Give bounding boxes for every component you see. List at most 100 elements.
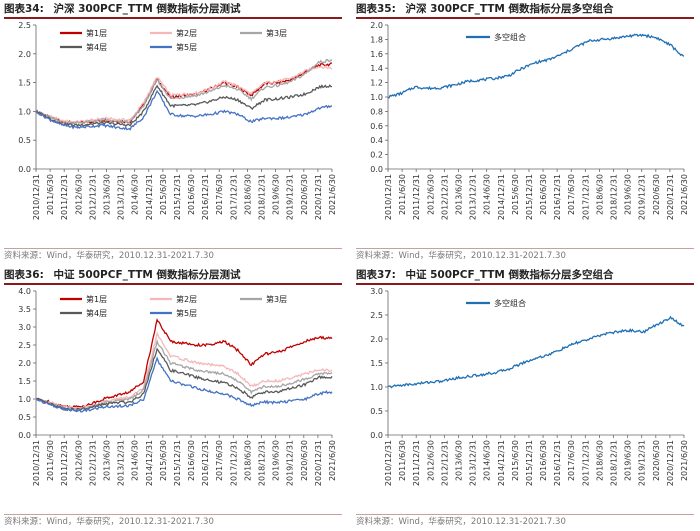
x-tick-label: 2020/12/31 [314,174,323,220]
legend-label: 第5层 [176,42,197,52]
x-tick-label: 2013/6/30 [454,440,463,481]
x-tick-label: 2014/12/31 [497,174,506,220]
x-tick-label: 2017/6/30 [567,174,576,215]
y-tick-label: 0.4 [370,136,383,145]
legend-label: 第4层 [86,308,107,318]
series-line [35,347,333,412]
x-tick-label: 2012/12/31 [88,174,97,220]
y-tick-label: 1.4 [370,64,383,73]
chart-title-34: 图表34: 沪深 300PCF_TTM 倒数指标分层测试 [4,0,342,20]
x-tick-label: 2014/6/30 [483,174,492,215]
y-tick-label: 1.8 [370,35,383,44]
source-rule [4,514,342,515]
x-tick-label: 2013/6/30 [102,174,111,215]
legend-label: 多空组合 [494,298,526,308]
x-tick-label: 2016/6/30 [187,440,196,481]
x-tick-label: 2012/12/31 [440,174,449,220]
chart-panel-35: 图表35: 沪深 300PCF_TTM 倒数指标分层多空组合 0.0 0.2 0.4… [356,0,694,262]
legend-label: 第3层 [266,28,287,38]
x-tick-label: 2021/6/30 [328,174,337,215]
title-rule [4,283,342,285]
source-note: 资料来源：Wind，华泰研究，2010.12.31-2021.7.30 [356,517,566,527]
chart-svg-37: 0.0 0.5 1.0 1.5 2.0 2.5 3.0 2010/12/31 2011/6/30… [370,287,689,486]
x-tick-label: 2017/12/31 [229,440,238,486]
x-tick-label: 2020/6/30 [652,174,661,215]
x-tick-label: 2016/12/31 [201,440,210,486]
chart-title-37: 图表37: 中证 500PCF_TTM 倒数指标分层多空组合 [356,266,694,286]
x-tick-label: 2010/12/31 [384,174,393,220]
source-note: 资料来源：Wind，华泰研究，2010.12.31-2021.7.30 [4,517,214,527]
chart-svg-35: 0.0 0.2 0.4 0.6 0.8 1.0 1.2 1.4 1.6 1.8 2.0 2010/12… [370,21,689,220]
x-tick-label: 2017/6/30 [215,174,224,215]
x-tick-label: 2019/6/30 [624,440,633,481]
x-tick-label: 2018/12/31 [258,174,267,220]
y-tick-label: 1.6 [370,50,383,59]
series-line [387,33,685,99]
y-tick-label: 0.0 [18,165,31,174]
x-tick-label: 2014/12/31 [145,440,154,486]
series-line [35,318,333,409]
y-tick-label: 1.0 [370,383,383,392]
x-tick-label: 2015/12/31 [173,440,182,486]
legend-label: 第1层 [86,28,107,38]
x-tick-label: 2013/12/31 [117,174,126,220]
x-tick-label: 2018/12/31 [258,440,267,486]
x-tick-label: 2017/12/31 [229,174,238,220]
chart-number: 图表35: [356,3,396,15]
chart-number: 图表36: [4,269,44,281]
x-tick-label: 2021/6/30 [680,174,689,215]
x-tick-label: 2016/6/30 [539,174,548,215]
x-tick-label: 2017/12/31 [581,174,590,220]
x-tick-label: 2013/12/31 [117,440,126,486]
x-tick-label: 2012/6/30 [426,440,435,481]
x-tick-label: 2017/6/30 [567,440,576,481]
x-tick-label: 2014/12/31 [145,174,154,220]
y-tick-label: 2.5 [370,311,383,320]
x-tick-label: 2020/6/30 [652,440,661,481]
x-tick-label: 2010/12/31 [32,174,41,220]
series-line [35,84,333,128]
y-tick-label: 3.0 [18,323,31,332]
source-note: 资料来源：Wind，华泰研究，2010.12.31-2021.7.30 [4,251,214,261]
y-tick-label: 2.0 [18,359,31,368]
x-tick-label: 2018/12/31 [610,440,619,486]
x-tick-label: 2011/6/30 [46,174,55,215]
x-tick-label: 2017/12/31 [581,440,590,486]
x-tick-label: 2011/6/30 [398,440,407,481]
x-tick-label: 2010/12/31 [32,440,41,486]
x-tick-label: 2016/12/31 [553,440,562,486]
x-tick-label: 2019/12/31 [286,174,295,220]
legend-label: 第3层 [266,294,287,304]
x-tick-label: 2020/12/31 [666,440,675,486]
y-tick-label: 1.0 [370,93,383,102]
chart-title-text: 沪深 300PCF_TTM 倒数指标分层多空组合 [405,3,614,15]
chart-svg-34: 0.0 0.5 1.0 1.5 2.0 2.5 2010/12/31 2011/6/30 201… [18,21,337,220]
y-tick-label: 4.0 [18,287,31,296]
x-tick-label: 2015/12/31 [525,174,534,220]
x-tick-label: 2011/6/30 [398,174,407,215]
x-tick-label: 2014/6/30 [483,440,492,481]
legend-label: 第2层 [176,28,197,38]
x-tick-label: 2015/6/30 [159,174,168,215]
x-tick-label: 2016/12/31 [201,174,210,220]
x-tick-label: 2018/6/30 [243,174,252,215]
y-tick-label: 2.0 [370,21,383,30]
chart-panel-36: 图表36: 中证 500PCF_TTM 倒数指标分层测试 0.0 0.5 1.0 1.… [4,266,342,528]
y-tick-label: 3.0 [370,287,383,296]
x-tick-label: 2016/6/30 [187,174,196,215]
x-tick-label: 2010/12/31 [384,440,393,486]
x-tick-label: 2014/12/31 [497,440,506,486]
chart-title-text: 沪深 300PCF_TTM 倒数指标分层测试 [53,3,241,15]
chart-title-text: 中证 500PCF_TTM 倒数指标分层测试 [53,269,241,281]
x-tick-label: 2019/6/30 [272,440,281,481]
x-tick-label: 2012/12/31 [88,440,97,486]
x-tick-label: 2019/12/31 [638,440,647,486]
x-tick-label: 2013/6/30 [454,174,463,215]
x-tick-label: 2020/12/31 [666,174,675,220]
series-line [35,89,333,131]
y-tick-label: 2.0 [18,50,31,59]
y-tick-label: 2.5 [18,21,31,30]
x-tick-label: 2019/12/31 [286,440,295,486]
x-tick-label: 2018/12/31 [610,174,619,220]
x-tick-label: 2011/12/31 [412,174,421,220]
